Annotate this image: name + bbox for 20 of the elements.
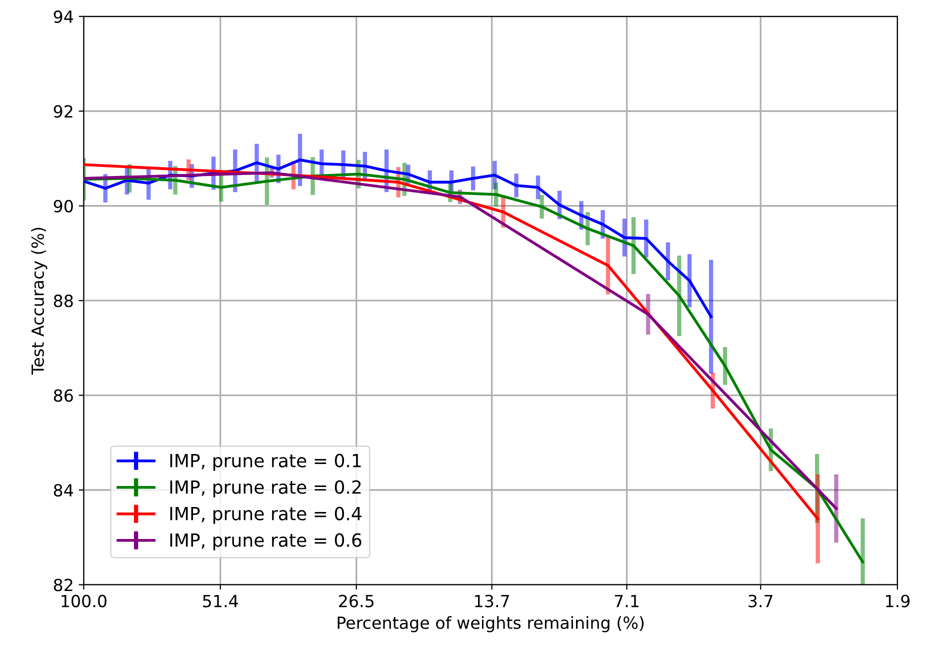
x-tick-label: 51.4 <box>203 594 238 608</box>
y-tick-label: 82 <box>54 578 72 592</box>
y-tick-label: 94 <box>54 10 74 23</box>
y-tick-label: 84 <box>54 484 74 497</box>
x-tick-label: 13.7 <box>475 594 509 608</box>
x-axis-title: Percentage of weights remaining (%) <box>338 616 644 632</box>
y-tick-label: 92 <box>54 105 72 118</box>
y-tick-label: 88 <box>54 294 73 308</box>
y-tick-label: 86 <box>54 389 73 402</box>
legend-label: IMP, prune rate = 0.6 <box>170 533 362 550</box>
legend-label: IMP, prune rate = 0.4 <box>170 506 362 524</box>
x-tick-label: 26.5 <box>339 594 374 608</box>
y-axis-title: Test Accuracy (%) <box>31 228 48 375</box>
x-tick-label: 1.9 <box>886 594 910 608</box>
legend-label: IMP, prune rate = 0.2 <box>170 480 361 498</box>
x-tick-label: 100.0 <box>62 594 106 608</box>
legend-label: IMP, prune rate = 0.1 <box>170 454 361 471</box>
x-tick-label: 3.7 <box>748 594 772 608</box>
x-tick-label: 7.1 <box>614 594 638 608</box>
y-tick-label: 90 <box>54 200 73 212</box>
